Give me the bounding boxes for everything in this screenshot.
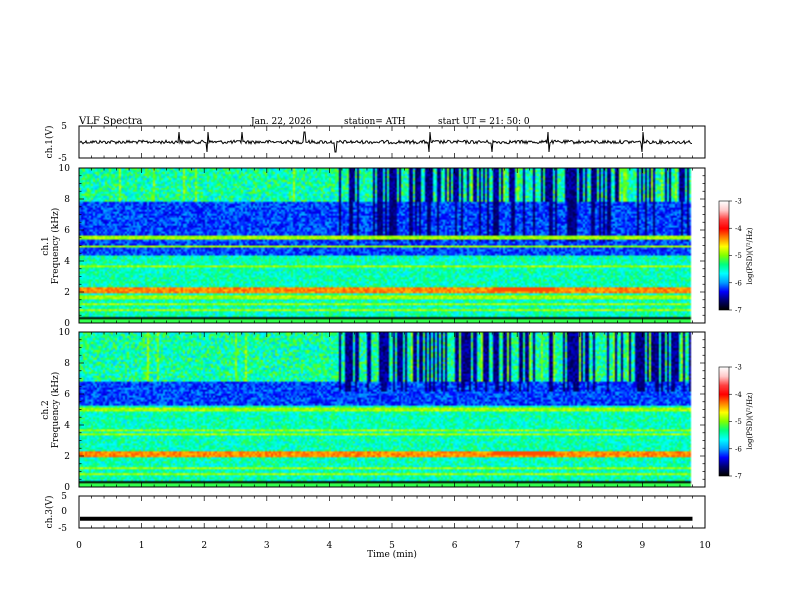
frequency-tick-label: 6 [64, 390, 70, 400]
time-tick-label: 9 [640, 541, 646, 551]
ch3-ytick-minus5: -5 [58, 524, 67, 534]
ch3-waveform-panel: 5 0 -5 ch.3(V) 0 1 2 3 4 5 6 7 8 9 10 Time (min) [44, 492, 711, 560]
ch3-ylabel: ch.3(V) [44, 496, 55, 529]
colorbar-tick-label: -6 [735, 445, 742, 453]
ch3-ytick-5: 5 [61, 492, 67, 502]
time-tick-label: 3 [264, 541, 270, 551]
ch1-colorbar-label: log(PSD)(V²/Hz) [746, 227, 754, 284]
ch1-x-ticks [78, 126, 706, 158]
station-label: station= ATH [344, 117, 406, 127]
frequency-tick-label: 0 [64, 319, 70, 329]
frequency-tick-label: 2 [64, 288, 70, 298]
frequency-tick-label: 4 [64, 257, 70, 267]
frequency-tick-label: 8 [64, 195, 70, 205]
ch1-trace [79, 131, 693, 153]
colorbar-tick-label: -5 [735, 252, 742, 260]
ch2-spectrogram-ytick-labels: 0 2 4 6 8 10 [59, 328, 71, 493]
time-tick-label: 6 [452, 541, 458, 551]
ch1-spectrogram-image [79, 168, 705, 323]
start-time-label: start UT = 21: 50: 0 [438, 117, 530, 127]
colorbar-tick-label: -6 [735, 279, 742, 287]
ch1-colorbar [719, 201, 729, 310]
frequency-tick-label: 2 [64, 452, 70, 462]
frequency-tick-label: 0 [64, 483, 70, 493]
ch1-ytick-minus5: -5 [58, 154, 67, 164]
time-tick-label: 10 [699, 541, 711, 551]
time-tick-label: 8 [577, 541, 583, 551]
ch2-colorbar-ticks: -3 -4 -5 -6 -7 [729, 364, 742, 481]
ch2-colorbar-label: log(PSD)(V²/Hz) [746, 392, 754, 449]
ch2-channel-label: ch.2 [41, 400, 51, 419]
time-axis-label: Time (min) [367, 549, 417, 560]
ch2-spectrogram-ticks [78, 331, 706, 488]
frequency-tick-label: 10 [59, 328, 71, 338]
time-tick-label: 4 [327, 541, 333, 551]
ch1-colorbar-ticks: -3 -4 -5 -6 -7 [729, 198, 742, 315]
time-tick-label: 1 [139, 541, 145, 551]
ch1-spectrogram-ytick-labels: 0 2 4 6 8 10 [59, 164, 71, 329]
colorbar-tick-label: -7 [735, 307, 742, 315]
time-tick-label: 5 [389, 541, 395, 551]
ch1-ytick-5: 5 [61, 122, 67, 132]
date-label: Jan. 22, 2026 [250, 117, 312, 127]
ch3-x-ticks [78, 496, 706, 528]
colorbar-tick-label: -3 [735, 364, 742, 372]
frequency-tick-label: 10 [59, 164, 71, 174]
ch3-ytick-0: 0 [61, 507, 67, 517]
figure-title: VLF Spectra [78, 116, 143, 127]
ch1-spectrogram-ticks [78, 167, 706, 324]
colorbar-tick-label: -3 [735, 198, 742, 206]
colorbar-tick-label: -7 [735, 473, 742, 481]
ch1-frequency-label: Frequency (kHz) [50, 208, 61, 285]
time-tick-label: 7 [514, 541, 520, 551]
frequency-tick-label: 4 [64, 421, 70, 431]
colorbar-tick-label: -5 [735, 418, 742, 426]
ch2-spectrogram-image [79, 332, 705, 487]
ch2-colorbar [719, 367, 729, 476]
frequency-tick-label: 8 [64, 359, 70, 369]
colorbar-tick-label: -4 [735, 225, 742, 233]
ch1-channel-label: ch.1 [41, 236, 51, 255]
frequency-tick-label: 6 [64, 226, 70, 236]
time-axis-tick-labels: 0 1 2 3 4 5 6 7 8 9 10 [76, 541, 711, 551]
ch1-waveform-panel: 5 -5 ch.1(V) [44, 122, 706, 164]
time-tick-label: 2 [201, 541, 207, 551]
ch1-ylabel: ch.1(V) [44, 126, 55, 159]
time-tick-label: 0 [76, 541, 82, 551]
ch2-frequency-label: Frequency (kHz) [50, 372, 61, 449]
colorbar-tick-label: -4 [735, 391, 742, 399]
